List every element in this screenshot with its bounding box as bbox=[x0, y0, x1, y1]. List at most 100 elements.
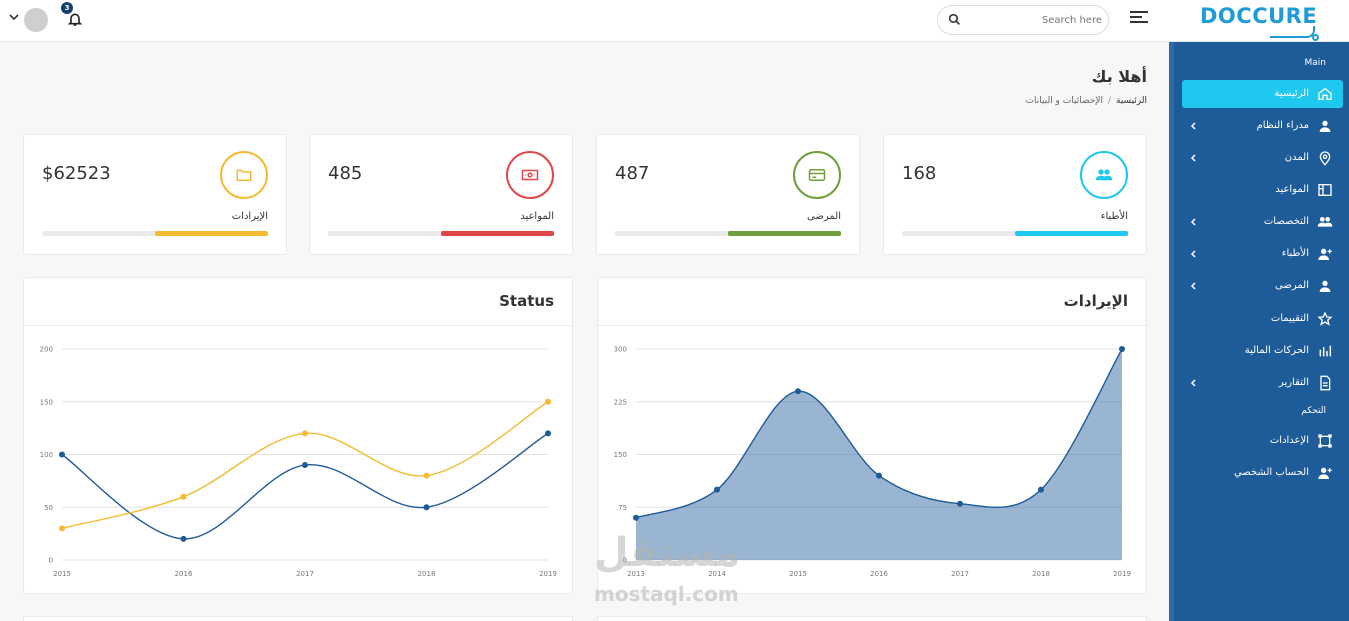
logo-decoration bbox=[1270, 26, 1315, 38]
data-point bbox=[302, 430, 308, 437]
bottom-card-left bbox=[23, 616, 573, 621]
x-tick-label: 2015 bbox=[789, 570, 807, 578]
stat-value: 485 bbox=[328, 163, 363, 184]
sidebar-item-11[interactable]: الحساب الشخصي bbox=[1182, 459, 1343, 487]
users-icon bbox=[1095, 169, 1113, 181]
search-icon[interactable] bbox=[948, 13, 961, 26]
bell-icon[interactable] bbox=[67, 11, 83, 27]
x-tick-label: 2017 bbox=[296, 570, 314, 578]
data-point bbox=[302, 462, 308, 469]
sidebar-item-label: مدراء النظام bbox=[1256, 120, 1309, 131]
avatar[interactable] bbox=[24, 8, 48, 32]
chevron-left-icon bbox=[1190, 218, 1196, 226]
chevron-left-icon bbox=[1190, 250, 1196, 258]
sidebar-item-label: التقييمات bbox=[1270, 313, 1309, 324]
credit-card-icon bbox=[808, 169, 826, 181]
x-tick-label: 2013 bbox=[627, 570, 645, 578]
stat-value: 168 bbox=[902, 163, 937, 184]
user-icon bbox=[1319, 280, 1331, 292]
sidebar-item-label: المرضى bbox=[1275, 280, 1309, 291]
chevron-left-icon bbox=[1190, 122, 1196, 130]
data-point bbox=[423, 504, 430, 511]
watermark-arabic: مستقل bbox=[594, 530, 741, 576]
sidebar-item-label: الرئيسية bbox=[1274, 88, 1309, 99]
x-tick-label: 2018 bbox=[418, 570, 436, 578]
sidebar-item-1[interactable]: مدراء النظام bbox=[1182, 112, 1343, 140]
y-tick-label: 75 bbox=[618, 504, 627, 512]
stat-progress-track bbox=[42, 231, 268, 236]
stat-icon-circle bbox=[506, 151, 554, 199]
stat-progress-fill bbox=[728, 231, 841, 236]
status-chart: 0 50 100 150 200 2015 2016 2017 2018 2019 bbox=[40, 346, 557, 579]
sidebar-item-2[interactable]: المدن bbox=[1182, 144, 1343, 172]
logo[interactable]: DOCCURE bbox=[1200, 4, 1319, 41]
sidebar-item-label: التخصصات bbox=[1263, 216, 1309, 227]
users-icon bbox=[1317, 217, 1333, 227]
sidebar-item-5[interactable]: الأطباء bbox=[1182, 240, 1343, 268]
sidebar-item-label: التقارير bbox=[1278, 377, 1309, 388]
data-point bbox=[59, 525, 65, 532]
chevron-left-icon bbox=[1190, 154, 1196, 162]
data-point bbox=[795, 388, 801, 395]
map-pin-icon bbox=[1319, 151, 1331, 166]
data-point bbox=[1119, 346, 1125, 352]
settings-icon bbox=[1318, 434, 1332, 448]
sidebar-item-8[interactable]: الحركات المالية bbox=[1182, 337, 1343, 365]
y-tick-label: 0 bbox=[49, 557, 53, 565]
user-plus-icon bbox=[1318, 467, 1332, 479]
sidebar-item-label: الحركات المالية bbox=[1244, 345, 1309, 356]
revenue-chart-card: الإيرادات 0 75 150 225 300 2013 2014 2015 2016 20… bbox=[597, 277, 1147, 594]
data-point bbox=[180, 535, 187, 542]
stat-progress-fill bbox=[441, 231, 554, 236]
y-tick-label: 150 bbox=[40, 398, 53, 406]
home-icon bbox=[1318, 87, 1332, 100]
data-point bbox=[423, 472, 430, 479]
y-tick-label: 0 bbox=[623, 557, 627, 565]
stat-label: الأطباء bbox=[1100, 211, 1128, 222]
stat-value: 487 bbox=[615, 163, 650, 184]
sidebar-item-label: الحساب الشخصي bbox=[1233, 467, 1309, 478]
bottom-card-right bbox=[597, 616, 1147, 621]
data-point bbox=[714, 486, 720, 493]
sidebar-item-label: المواعيد bbox=[1275, 184, 1309, 195]
breadcrumb-current: الإحصائيات و البيانات bbox=[1025, 96, 1103, 106]
stat-card-0: 168 الأطباء bbox=[883, 134, 1147, 255]
stat-card-2: 485 المواعيد bbox=[309, 134, 573, 255]
x-tick-label: 2016 bbox=[870, 570, 888, 578]
breadcrumb-home[interactable]: الرئيسية bbox=[1116, 96, 1147, 106]
page-title: أهلا بك bbox=[1091, 67, 1147, 86]
sidebar-item-0[interactable]: الرئيسية bbox=[1182, 80, 1343, 108]
y-tick-label: 300 bbox=[614, 346, 627, 354]
data-point bbox=[633, 514, 639, 521]
stat-label: المرضى bbox=[807, 211, 841, 222]
data-point bbox=[545, 430, 551, 437]
user-plus-icon bbox=[1318, 248, 1332, 260]
y-tick-label: 150 bbox=[614, 451, 627, 459]
status-chart-title: Status bbox=[499, 292, 554, 310]
file-icon bbox=[1320, 375, 1331, 391]
y-tick-label: 100 bbox=[40, 451, 53, 459]
layout-icon bbox=[1318, 184, 1332, 196]
stat-progress-track bbox=[902, 231, 1128, 236]
sidebar-section-control: التحكم bbox=[1301, 406, 1326, 416]
top-header: DOCCURE 3 bbox=[0, 0, 1349, 42]
folder-icon bbox=[236, 169, 252, 181]
search-input[interactable] bbox=[966, 6, 1102, 34]
sidebar-item-7[interactable]: التقييمات bbox=[1182, 305, 1343, 333]
sidebar-item-6[interactable]: المرضى bbox=[1182, 272, 1343, 300]
search-box bbox=[937, 5, 1109, 35]
x-tick-label: 2019 bbox=[1113, 570, 1131, 578]
sidebar-item-label: الإعدادات bbox=[1269, 435, 1309, 446]
series-line-0 bbox=[61, 432, 549, 540]
y-tick-label: 50 bbox=[44, 504, 53, 512]
revenue-chart-title: الإيرادات bbox=[1063, 292, 1128, 310]
sidebar-item-3[interactable]: المواعيد bbox=[1182, 176, 1343, 204]
sidebar-item-4[interactable]: التخصصات bbox=[1182, 208, 1343, 236]
stat-label: الإيرادات bbox=[231, 211, 268, 222]
chevron-down-icon[interactable] bbox=[9, 13, 19, 21]
chevron-left-icon bbox=[1190, 379, 1196, 387]
sidebar-item-9[interactable]: التقارير bbox=[1182, 369, 1343, 397]
stat-progress-fill bbox=[1015, 231, 1128, 236]
menu-toggle-icon[interactable] bbox=[1130, 11, 1148, 31]
sidebar-item-10[interactable]: الإعدادات bbox=[1182, 427, 1343, 455]
